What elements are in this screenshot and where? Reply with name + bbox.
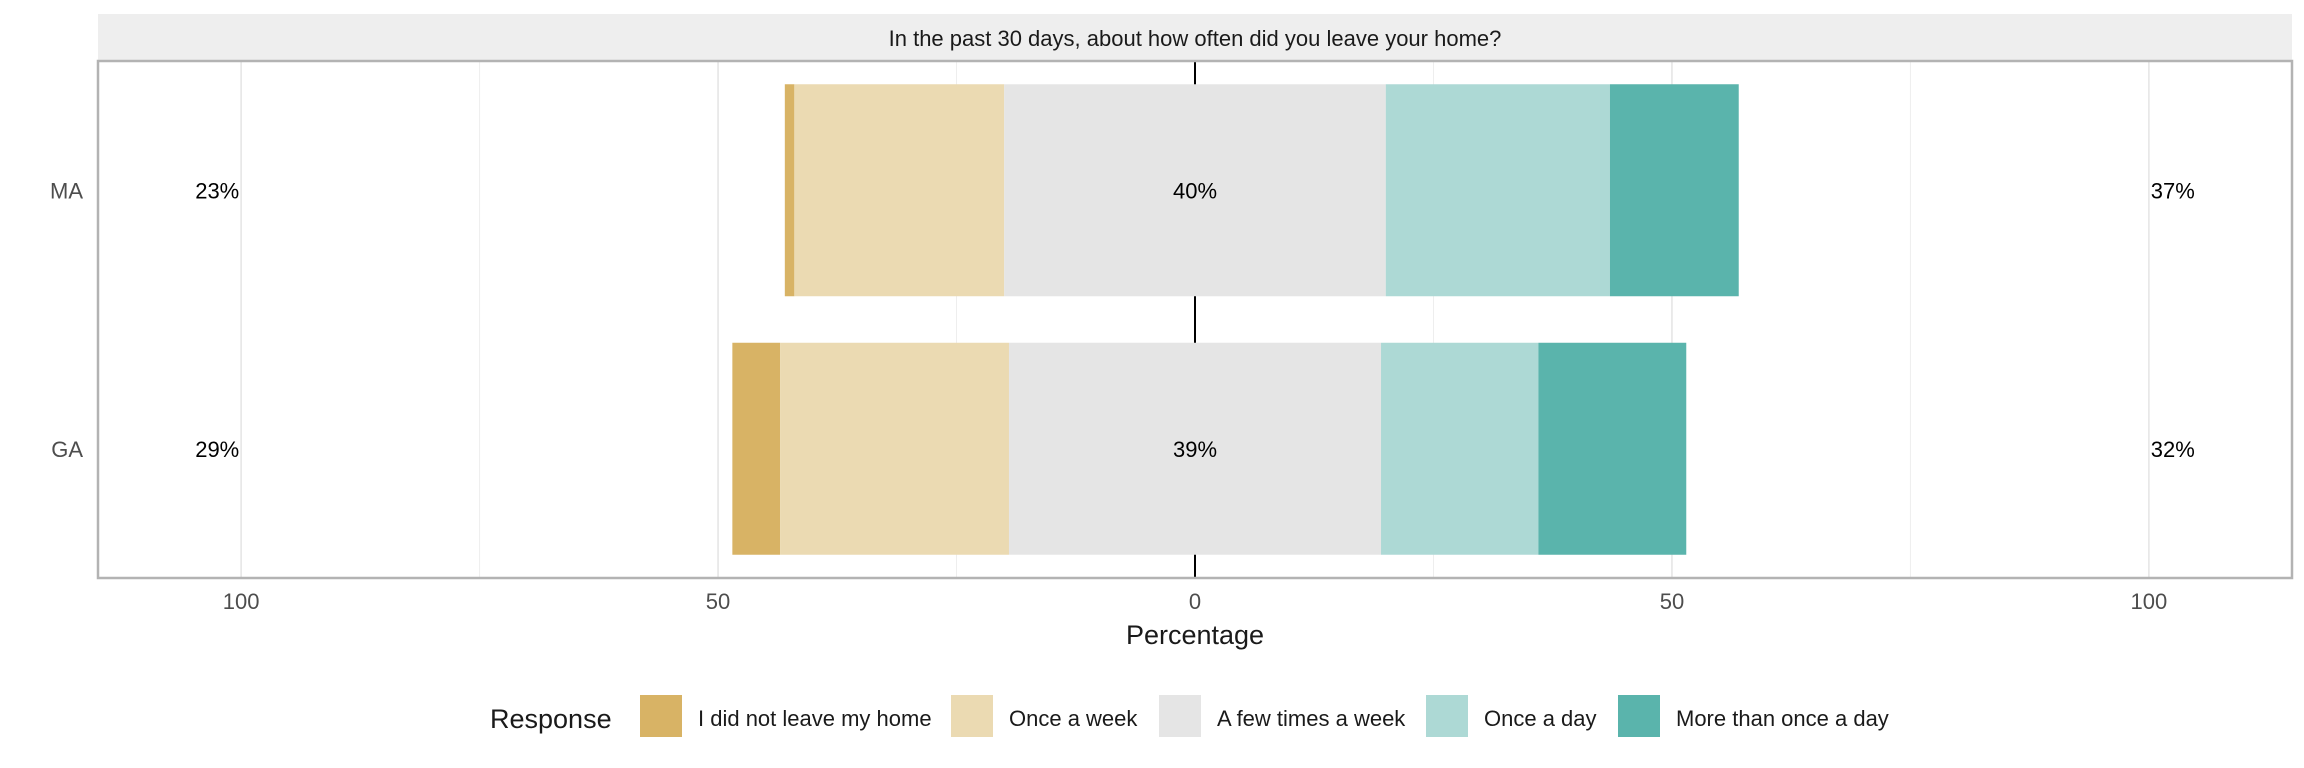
x-axis-label: Percentage [1126,620,1264,650]
legend-key [1159,695,1201,737]
center-percent-label: 40% [1173,178,1217,203]
legend-label: Once a week [1009,706,1138,731]
legend-key [1426,695,1468,737]
bar-segment [1538,342,1687,555]
legend: Response I did not leave my home Once a w… [490,695,1889,737]
x-tick-label: 100 [2131,589,2168,614]
legend-key [951,695,993,737]
legend-title: Response [490,704,612,734]
legend-label: A few times a week [1217,706,1406,731]
legend-label: Once a day [1484,706,1597,731]
left-percent-label: 29% [195,437,239,462]
x-tick-label: 50 [1660,589,1684,614]
legend-label: I did not leave my home [698,706,932,731]
bar-segment [1381,342,1539,555]
bar-segment [1008,342,1382,555]
y-tick-label: MA [50,178,83,203]
panel-border [96,59,2294,580]
y-tick-label: GA [51,437,83,462]
legend-key [640,695,682,737]
chart-title: In the past 30 days, about how often did… [889,26,1502,51]
x-tick-label: 0 [1189,589,1201,614]
bar-segment [1385,84,1610,297]
bar-segment [1609,84,1739,297]
right-percent-label: 37% [2151,178,2195,203]
right-percent-label: 32% [2151,437,2195,462]
left-percent-label: 23% [195,178,239,203]
bar-segment [780,342,1009,555]
facet-strip [98,14,2292,61]
bar-segment [1004,84,1386,297]
bar-segment [784,84,795,297]
bar-segment [732,342,781,555]
x-tick-label: 50 [706,589,730,614]
center-percent-label: 39% [1173,437,1217,462]
legend-label: More than once a day [1676,706,1889,731]
x-tick-label: 100 [223,589,260,614]
bar-segment [794,84,1005,297]
legend-key [1618,695,1660,737]
